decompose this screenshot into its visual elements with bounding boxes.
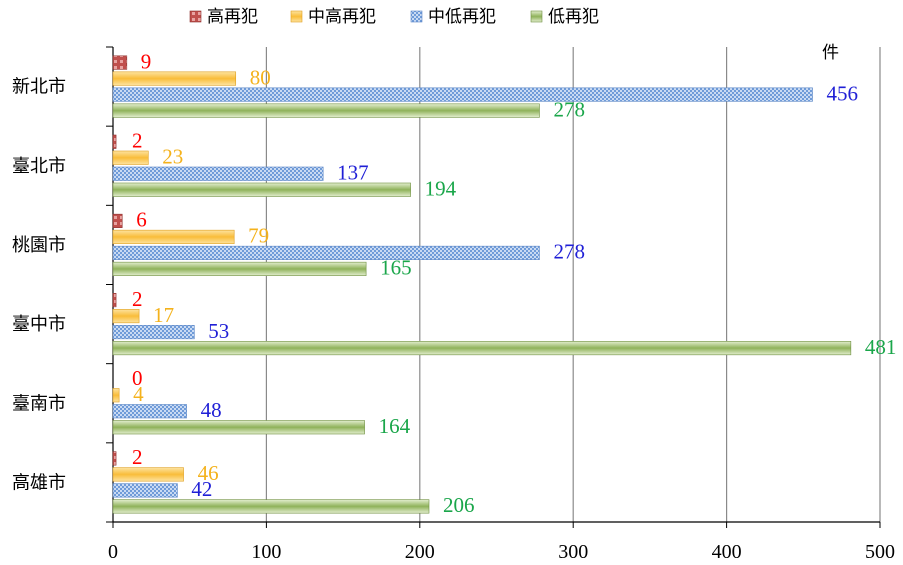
data-label: 4 — [133, 382, 144, 406]
data-label: 17 — [153, 303, 174, 327]
bar — [112, 103, 540, 118]
bar — [112, 229, 235, 244]
bar — [112, 451, 117, 466]
bar — [112, 499, 430, 514]
legend-swatch — [410, 10, 423, 23]
bar — [112, 483, 178, 498]
data-label: 6 — [136, 208, 147, 232]
legend-label: 低再犯 — [548, 7, 599, 27]
legend-swatch — [290, 10, 303, 23]
data-labels: 9 80 456 278 2 23 137 194 6 79 278 165 2 17 53 481 04 48 1… — [132, 49, 896, 517]
data-label: 278 — [553, 97, 585, 121]
category-label: 高雄市 — [12, 472, 66, 493]
bar — [112, 325, 195, 340]
category-label: 桃園市 — [12, 235, 66, 256]
data-label: 9 — [141, 49, 152, 73]
data-label: 2 — [132, 129, 143, 153]
x-tick-label: 200 — [405, 541, 435, 563]
data-label: 80 — [250, 65, 271, 89]
data-label: 165 — [380, 256, 412, 280]
bar — [112, 71, 237, 86]
data-label: 46 — [198, 461, 219, 485]
data-label: 0 — [132, 366, 143, 390]
bar — [112, 404, 187, 419]
bars — [112, 55, 852, 514]
data-label: 481 — [865, 335, 897, 359]
data-label: 206 — [443, 493, 475, 517]
data-label: 456 — [827, 81, 859, 105]
bar — [112, 55, 128, 70]
legend-swatch — [189, 10, 202, 23]
bar — [112, 467, 184, 482]
data-label: 194 — [425, 177, 457, 201]
bar — [112, 245, 540, 260]
legend-label: 高再犯 — [207, 7, 258, 27]
data-label: 164 — [379, 414, 411, 438]
bar — [112, 182, 411, 197]
data-label: 137 — [337, 161, 369, 185]
data-label: 278 — [553, 240, 585, 264]
category-label: 臺北市 — [12, 156, 66, 177]
bar — [112, 309, 140, 324]
legend-swatch — [530, 10, 543, 23]
bar — [112, 213, 123, 228]
legend-label: 中高再犯 — [308, 7, 376, 27]
unit-label: 件 — [822, 43, 839, 63]
data-label: 2 — [132, 287, 143, 311]
bar — [112, 150, 149, 165]
bar — [112, 261, 367, 276]
x-tick-label: 500 — [865, 541, 895, 563]
gridlines — [265, 47, 881, 522]
bar — [112, 388, 120, 403]
data-label: 2 — [132, 445, 143, 469]
legend: 高再犯 中高再犯 中低再犯 低再犯 — [189, 7, 599, 27]
data-label: 79 — [248, 224, 269, 248]
bar — [112, 166, 324, 181]
x-tick-label: 0 — [108, 541, 118, 563]
bar — [112, 420, 365, 435]
category-label: 新北市 — [12, 77, 66, 98]
category-label: 臺中市 — [12, 314, 66, 335]
bar — [112, 87, 813, 102]
data-label: 23 — [162, 145, 183, 169]
data-label: 42 — [191, 477, 212, 501]
x-tick-label: 400 — [712, 541, 742, 563]
category-label: 臺南市 — [12, 393, 66, 414]
x-tick-label: 300 — [558, 541, 588, 563]
legend-label: 中低再犯 — [428, 7, 496, 27]
bar — [112, 134, 117, 149]
x-tick-label: 100 — [251, 541, 281, 563]
bar — [112, 341, 852, 356]
data-label: 48 — [201, 398, 222, 422]
bar — [112, 293, 117, 308]
data-label: 53 — [208, 319, 229, 343]
